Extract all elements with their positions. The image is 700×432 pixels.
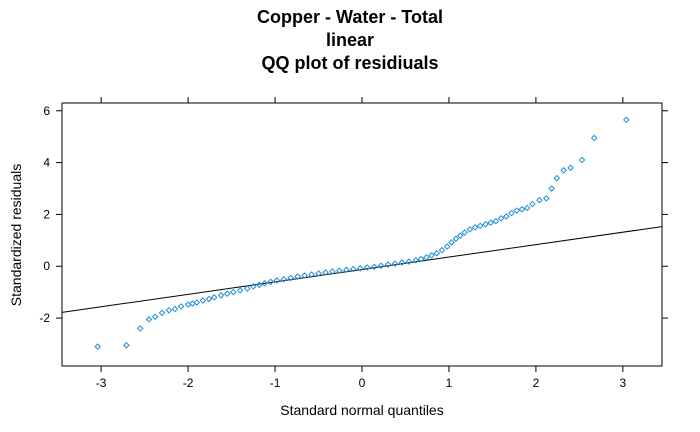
data-point: [567, 164, 575, 172]
data-point: [199, 297, 207, 304]
data-point: [217, 291, 225, 299]
data-point: [438, 246, 446, 254]
data-point: [523, 204, 531, 212]
data-point: [94, 343, 101, 350]
x-tick-label: -3: [96, 376, 107, 390]
data-point: [308, 271, 315, 278]
data-point: [448, 239, 455, 246]
data-point: [363, 264, 371, 271]
x-tick-label: -1: [270, 376, 281, 390]
y-tick-label: 4: [43, 156, 50, 170]
data-point: [177, 303, 185, 310]
data-point: [171, 305, 179, 313]
data-point: [452, 235, 460, 243]
y-tick-label: 2: [43, 207, 50, 221]
data-point: [315, 270, 322, 277]
data-point: [529, 200, 536, 208]
data-point: [145, 316, 153, 323]
data-point: [158, 309, 166, 317]
data-point: [261, 280, 268, 287]
data-point: [336, 267, 343, 274]
chart-title-line-3: QQ plot of residiuals: [261, 53, 439, 73]
data-point: [243, 285, 251, 292]
data-point: [391, 260, 399, 267]
data-point: [229, 288, 237, 296]
data-point: [322, 269, 329, 276]
data-point: [471, 224, 479, 231]
data-point: [497, 214, 505, 222]
data-point: [210, 294, 218, 301]
data-point: [412, 256, 420, 264]
x-tick-label: 0: [359, 376, 366, 390]
data-point: [136, 325, 144, 332]
data-point: [560, 167, 568, 174]
data-point: [151, 313, 159, 321]
data-point: [466, 226, 474, 233]
data-point: [349, 265, 357, 273]
data-point: [578, 156, 586, 164]
data-point: [456, 232, 464, 239]
data-point: [487, 219, 495, 227]
data-point: [287, 274, 295, 282]
data-point: [256, 281, 263, 289]
data-point: [508, 209, 515, 217]
data-point: [536, 196, 543, 204]
data-point: [398, 259, 406, 266]
y-tick-label: 0: [43, 259, 50, 273]
data-point: [184, 301, 192, 308]
y-tick-label: -2: [39, 311, 50, 325]
data-point: [280, 275, 288, 283]
data-point: [377, 262, 385, 270]
data-point: [165, 306, 173, 314]
data-point: [205, 295, 213, 303]
data-point: [518, 205, 526, 213]
data-point: [623, 116, 630, 124]
data-point: [461, 229, 468, 236]
data-point: [189, 300, 196, 307]
data-point: [301, 272, 308, 279]
y-axis-label: Standardized residuals: [8, 164, 24, 306]
data-point: [384, 261, 392, 268]
x-tick-label: 1: [446, 376, 453, 390]
data-point: [548, 185, 555, 192]
data-point: [417, 255, 425, 263]
data-point: [428, 252, 435, 259]
data-point: [236, 287, 244, 294]
data-point: [433, 249, 441, 257]
data-point: [370, 263, 378, 271]
data-point: [492, 217, 500, 225]
data-point: [294, 273, 301, 280]
data-point: [329, 268, 336, 275]
data-point: [356, 265, 364, 272]
x-tick-label: 2: [533, 376, 540, 390]
data-point: [223, 290, 231, 298]
x-tick-label: -2: [183, 376, 194, 390]
data-point: [476, 222, 484, 230]
data-point: [543, 195, 550, 202]
data-point: [405, 258, 413, 265]
plot-frame: [61, 102, 663, 367]
data-point: [343, 266, 350, 274]
data-point: [553, 174, 561, 182]
data-point: [273, 277, 281, 284]
chart-title-line-2: linear: [325, 30, 375, 50]
x-tick-label: 3: [620, 376, 627, 390]
x-axis-label: Standard normal quantiles: [280, 402, 443, 418]
data-point: [443, 243, 451, 250]
data-point: [249, 283, 257, 290]
data-point: [423, 254, 430, 261]
chart-title-line-1: Copper - Water - Total: [257, 7, 443, 27]
data-point: [503, 213, 510, 220]
data-point: [267, 278, 275, 286]
data-point: [513, 207, 521, 214]
data-point: [482, 220, 489, 228]
data-point: [123, 341, 130, 349]
data-point: [590, 134, 598, 142]
y-tick-label: 6: [43, 104, 50, 118]
data-point: [193, 299, 201, 306]
